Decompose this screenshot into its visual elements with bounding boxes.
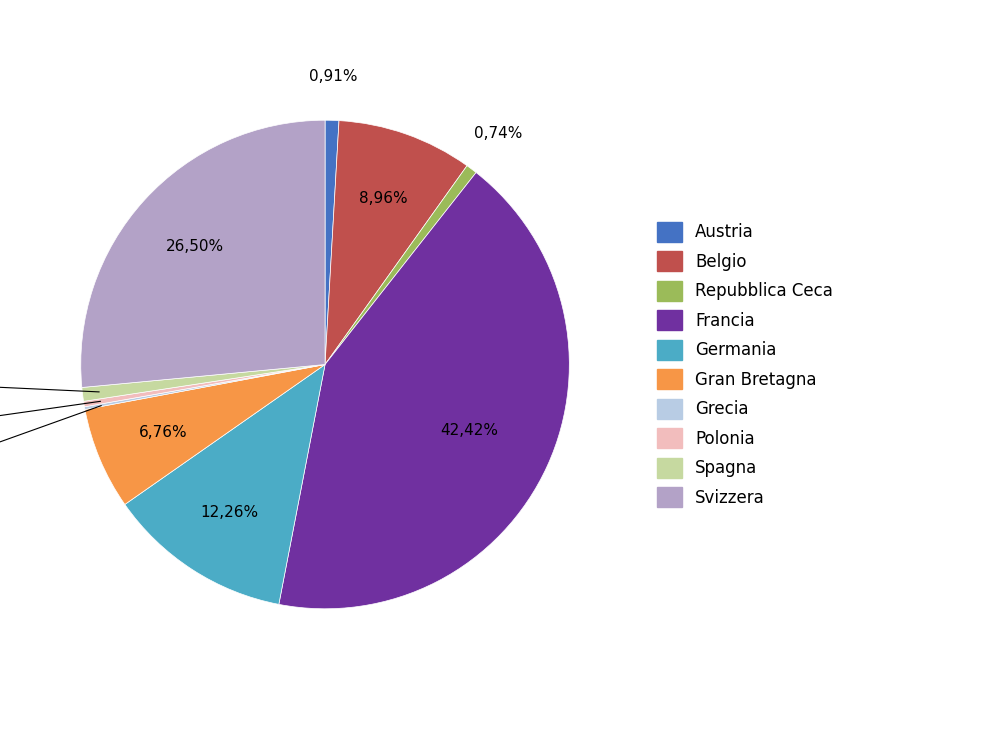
- Wedge shape: [125, 364, 325, 604]
- Wedge shape: [325, 120, 339, 364]
- Text: 42,42%: 42,42%: [440, 423, 498, 438]
- Text: 26,50%: 26,50%: [165, 238, 224, 254]
- Text: 0,36%: 0,36%: [0, 401, 100, 433]
- Legend: Austria, Belgio, Repubblica Ceca, Francia, Germania, Gran Bretagna, Grecia, Polo: Austria, Belgio, Repubblica Ceca, Franci…: [648, 214, 841, 515]
- Text: 8,96%: 8,96%: [360, 191, 408, 206]
- Wedge shape: [325, 120, 467, 364]
- Wedge shape: [85, 364, 325, 410]
- Wedge shape: [325, 165, 476, 364]
- Wedge shape: [279, 173, 569, 609]
- Text: 0,91%: 0,91%: [0, 377, 99, 392]
- Wedge shape: [82, 364, 325, 402]
- Text: 0,18%: 0,18%: [0, 405, 101, 475]
- Wedge shape: [84, 364, 325, 407]
- Text: 12,26%: 12,26%: [200, 504, 258, 520]
- Wedge shape: [81, 120, 325, 388]
- Wedge shape: [85, 364, 325, 504]
- Text: 6,76%: 6,76%: [139, 425, 187, 440]
- Text: 0,91%: 0,91%: [309, 69, 358, 84]
- Text: 0,74%: 0,74%: [474, 126, 522, 141]
